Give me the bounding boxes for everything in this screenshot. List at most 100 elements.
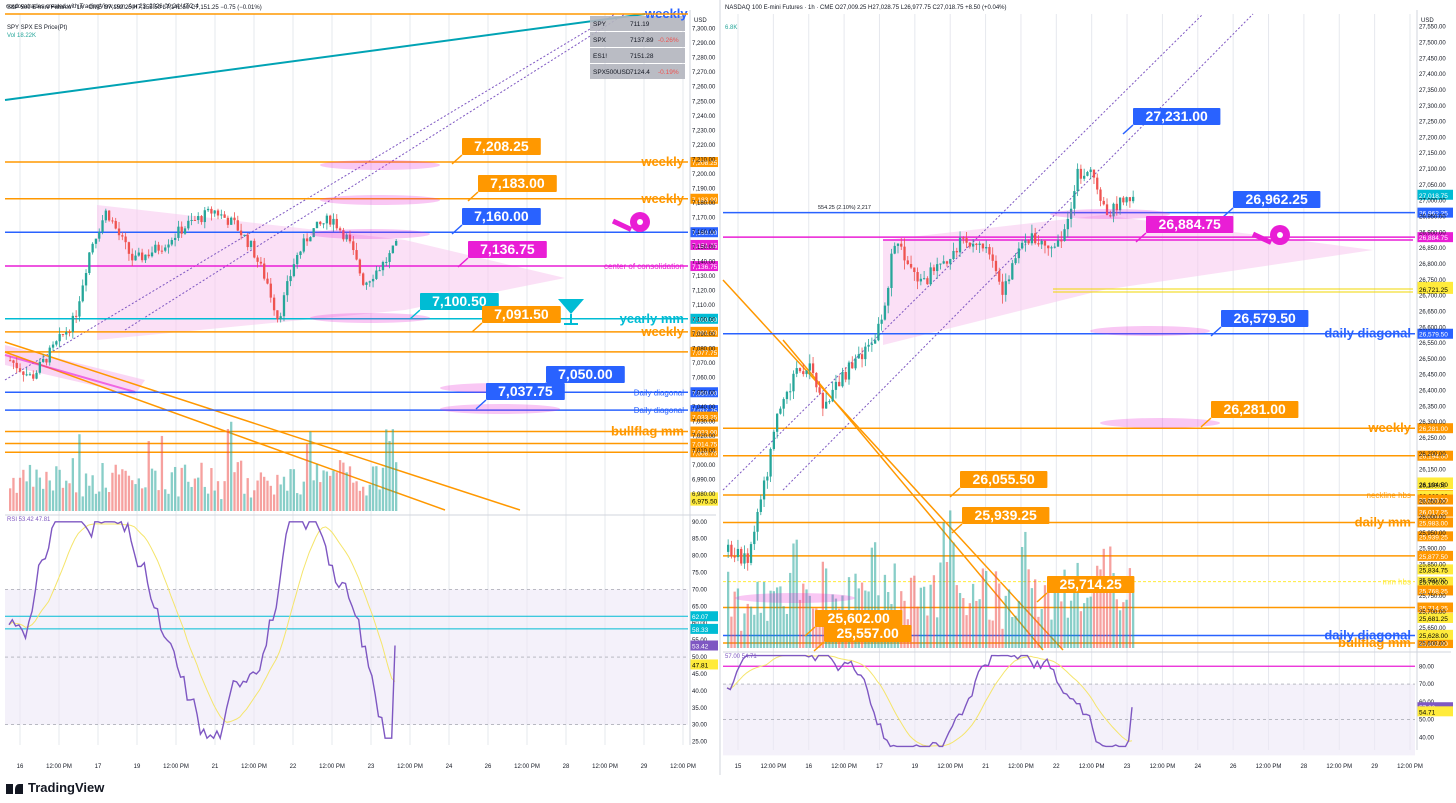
candle-body — [246, 234, 249, 248]
price-axis-tick: 27,200.00 — [1419, 135, 1446, 141]
volume-bar — [144, 487, 147, 511]
candle-body — [808, 363, 811, 371]
candle-body — [1069, 208, 1073, 219]
time-axis-label: 15 — [735, 764, 742, 770]
axis-price-tag-text: 25,602.00 — [1419, 641, 1448, 648]
axis-price-tag — [690, 313, 718, 324]
rsi-ma-line — [8, 523, 396, 723]
candle-body — [1047, 245, 1050, 249]
candle-body — [847, 362, 851, 380]
time-axis-label: 17 — [95, 764, 102, 770]
axis-price-tag-text: 25,628.00 — [1419, 633, 1448, 640]
compare-symbol: ES1! — [593, 53, 607, 60]
axis-price-tag — [690, 346, 718, 357]
volume-bar — [134, 484, 137, 511]
compare-change: -0.19% — [658, 69, 679, 76]
price-callout-text: 26,884.75 — [1159, 216, 1221, 232]
candle-body — [338, 228, 342, 231]
price-axis-tick: 7,260.00 — [692, 85, 716, 91]
consolidation-zone — [883, 215, 1373, 345]
currency-label: USD — [694, 18, 707, 24]
candle-body — [22, 371, 25, 375]
martini-icon-glass — [558, 299, 584, 314]
price-axis-tick: 25,850.00 — [1419, 563, 1446, 569]
candle-body — [1122, 197, 1125, 203]
rsi-band — [5, 589, 688, 725]
volume-bar — [65, 480, 68, 511]
candle-body — [98, 231, 101, 239]
volume-bar — [170, 472, 173, 511]
volume-bar — [919, 587, 922, 648]
axis-price-tag-text: 7,091.50 — [692, 330, 718, 337]
level-side-label: weekly — [1367, 420, 1411, 435]
volume-bar — [945, 561, 949, 648]
candle-body — [1024, 240, 1027, 243]
price-axis-tick: 25,900.00 — [1419, 547, 1446, 553]
volume-bar — [936, 617, 939, 648]
price-axis-tick: 6,980.00 — [692, 492, 716, 498]
compare-value: 7151.28 — [630, 53, 654, 60]
volume-bar — [256, 480, 259, 511]
axis-price-tag — [1417, 479, 1453, 490]
candle-body — [942, 261, 945, 264]
volume-bar — [998, 583, 1001, 648]
price-axis-tick: 7,280.00 — [692, 56, 716, 62]
price-axis-tick: 27,450.00 — [1419, 56, 1446, 62]
volume-bar — [58, 469, 61, 511]
candle-body — [1020, 242, 1024, 249]
level-side-label: weekly — [640, 154, 684, 169]
volume-bar — [1092, 586, 1096, 648]
tradingview-logo[interactable]: TradingView — [6, 780, 104, 795]
axis-price-tag-text: 7,008.75 — [692, 450, 718, 457]
rsi-axis-tag-text: 58.33 — [692, 627, 709, 634]
volume-bar — [1004, 595, 1007, 648]
candle-body — [1079, 168, 1083, 179]
rsi-axis-tick: 50.00 — [692, 655, 708, 661]
candle-body — [727, 544, 730, 552]
volume-bar — [322, 470, 325, 511]
candle-body — [1050, 247, 1053, 249]
price-axis-tick: 7,000.00 — [692, 463, 716, 469]
level-side-label: mm hbs — [1383, 578, 1411, 587]
volume-bar — [1086, 597, 1089, 648]
candle-body — [203, 210, 206, 223]
candle-body — [841, 371, 844, 387]
volume-bar — [15, 492, 18, 511]
candle-body — [900, 243, 903, 247]
channel-line-upper — [4, 13, 616, 381]
callout-pointer — [951, 523, 963, 534]
candle-body — [988, 247, 991, 255]
candle-body — [355, 250, 358, 260]
volume-bar — [1030, 588, 1034, 648]
candle-body — [740, 548, 743, 564]
chart-header-sub: SPY SPX ES Price(Pt) — [7, 25, 67, 31]
rsi-axis-tag-text: 54.71 — [1419, 709, 1436, 716]
axis-price-tag — [1417, 423, 1453, 434]
compare-row-bg — [590, 64, 685, 79]
rsi-axis-tag — [690, 659, 718, 670]
candle-body — [18, 368, 22, 372]
price-axis-tick: 7,110.00 — [692, 303, 716, 309]
candle-body — [91, 243, 94, 253]
candle-body — [851, 362, 854, 369]
rsi-axis-tag-text: 47.81 — [692, 662, 709, 669]
candle-body — [733, 556, 736, 558]
candle-body — [144, 254, 147, 261]
time-axis-label: 22 — [290, 764, 297, 770]
rsi-line — [8, 520, 396, 741]
callout-pointer — [467, 191, 479, 202]
rsi-axis-tick: 85.00 — [692, 537, 708, 543]
volume-bar — [117, 474, 121, 511]
candle-body — [887, 287, 890, 306]
candle-body — [88, 252, 91, 274]
rsi-header: RSI 53.42 47.81 — [7, 517, 51, 523]
axis-price-tag-text: 25,714.25 — [1419, 606, 1448, 613]
time-axis-label: 12:00 PM — [761, 764, 787, 770]
rsi-header: 57.00 54.71 — [725, 654, 757, 660]
price-callout — [468, 241, 547, 258]
volume-bar — [916, 606, 919, 648]
compare-row-bg — [590, 16, 685, 31]
volume-bar — [121, 469, 124, 511]
price-axis-tick: 26,550.00 — [1419, 341, 1446, 347]
